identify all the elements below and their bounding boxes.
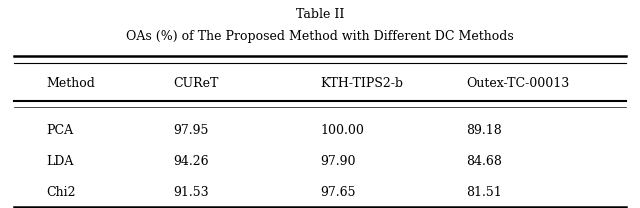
Text: CUReT: CUReT	[173, 77, 219, 90]
Text: LDA: LDA	[46, 155, 74, 168]
Text: 97.95: 97.95	[173, 124, 209, 137]
Text: 97.90: 97.90	[320, 155, 355, 168]
Text: Table II: Table II	[296, 7, 344, 21]
Text: 84.68: 84.68	[467, 155, 502, 168]
Text: 97.65: 97.65	[320, 186, 355, 199]
Text: OAs (%) of The Proposed Method with Different DC Methods: OAs (%) of The Proposed Method with Diff…	[126, 30, 514, 43]
Text: 94.26: 94.26	[173, 155, 209, 168]
Text: KTH-TIPS2-b: KTH-TIPS2-b	[320, 77, 403, 90]
Text: Chi2: Chi2	[46, 186, 76, 199]
Text: Outex-TC-00013: Outex-TC-00013	[467, 77, 570, 90]
Text: PCA: PCA	[46, 124, 73, 137]
Text: Method: Method	[46, 77, 95, 90]
Text: 91.53: 91.53	[173, 186, 209, 199]
Text: 89.18: 89.18	[467, 124, 502, 137]
Text: 81.51: 81.51	[467, 186, 502, 199]
Text: 100.00: 100.00	[320, 124, 364, 137]
